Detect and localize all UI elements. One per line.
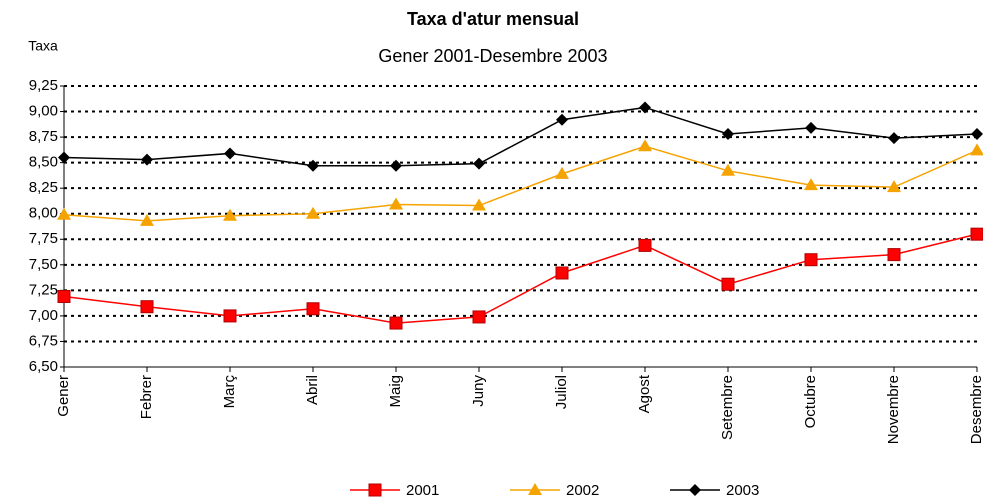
x-tick-label: Novembre [885,375,902,444]
marker [721,277,735,291]
marker [223,208,237,221]
y-tick-label: 8,00 [29,205,58,222]
marker [223,309,237,323]
x-tick-label: Agost [636,374,653,413]
marker [888,132,900,145]
legend-label: 2002 [566,482,599,499]
marker [805,121,817,134]
marker [224,147,236,160]
marker [368,483,382,497]
marker [556,113,568,126]
series-line [63,233,978,324]
y-axis-label: Taxa [28,38,58,54]
marker [58,151,70,164]
marker [887,248,901,262]
y-tick-label: 9,00 [29,103,58,120]
chart-subtitle: Gener 2001-Desembre 2003 [378,46,607,66]
y-tick-label: 7,75 [29,230,58,247]
marker [307,159,319,172]
marker [722,128,734,141]
x-tick-label: Juliol [553,375,570,409]
marker [804,253,818,267]
marker [390,159,402,172]
series-line [63,106,978,167]
marker [555,166,569,179]
marker [721,163,735,176]
marker [639,101,651,114]
series-line [63,145,978,222]
y-tick-label: 6,75 [29,332,58,349]
y-tick-label: 8,50 [29,154,58,171]
marker [57,207,71,220]
marker [389,197,403,210]
chart-title: Taxa d'atur mensual [407,9,579,29]
x-tick-label: Maig [387,375,404,408]
y-tick-label: 8,75 [29,128,58,145]
y-tick-label: 8,25 [29,179,58,196]
y-tick-label: 7,00 [29,307,58,324]
y-tick-label: 6,50 [29,358,58,375]
marker [140,300,154,314]
marker [971,128,983,141]
marker [306,206,320,219]
y-tick-label: 7,50 [29,256,58,273]
marker [140,213,154,226]
x-tick-label: Desembre [968,375,983,444]
marker [389,316,403,330]
x-tick-label: Octubre [802,375,819,428]
legend-label: 2001 [406,482,439,499]
legend-label: 2003 [726,482,759,499]
marker [970,227,983,241]
marker [528,483,542,495]
marker [141,153,153,166]
marker [689,484,701,496]
y-tick-label: 9,25 [29,77,58,94]
marker [57,289,71,303]
marker [638,139,652,152]
x-tick-label: Abril [304,375,321,405]
marker [804,178,818,191]
marker [638,238,652,252]
x-tick-label: Febrer [138,375,155,419]
marker [472,310,486,324]
marker [306,302,320,316]
x-tick-label: Gener [55,375,72,417]
marker [555,266,569,280]
x-tick-label: Juny [470,375,487,407]
marker [970,143,983,156]
marker [887,180,901,193]
marker [472,198,486,211]
x-tick-label: Març [221,375,238,409]
y-tick-label: 7,25 [29,281,58,298]
x-tick-label: Setembre [719,375,736,440]
marker [473,157,485,170]
